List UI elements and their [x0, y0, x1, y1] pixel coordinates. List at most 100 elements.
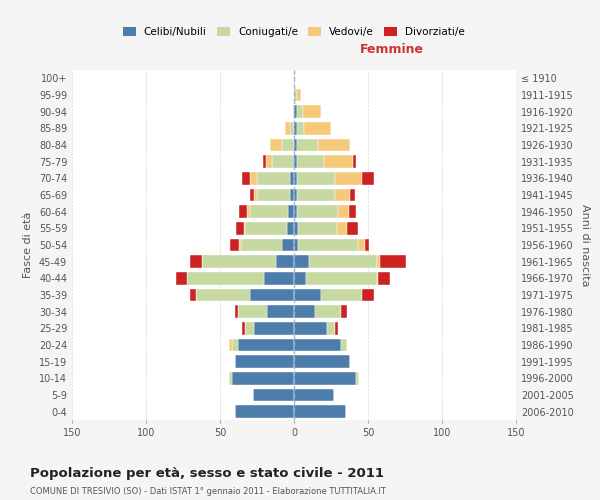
Bar [245, 322, 254, 334]
Bar [294, 72, 295, 85]
Bar [341, 339, 347, 351]
Bar [323, 156, 353, 168]
Bar [297, 206, 338, 218]
Bar [294, 289, 320, 301]
Bar [229, 339, 232, 351]
Bar [309, 256, 377, 268]
Bar [196, 289, 250, 301]
Bar [241, 239, 282, 251]
Bar [294, 156, 297, 168]
Bar [303, 106, 320, 118]
Bar [202, 256, 276, 268]
Bar [356, 372, 359, 384]
Bar [285, 122, 290, 134]
Bar [294, 372, 356, 384]
Bar [190, 289, 196, 301]
Bar [297, 122, 304, 134]
Bar [338, 206, 349, 218]
Bar [294, 306, 315, 318]
Text: Popolazione per età, sesso e stato civile - 2011: Popolazione per età, sesso e stato civil… [30, 468, 384, 480]
Bar [239, 206, 247, 218]
Bar [335, 172, 362, 184]
Bar [176, 272, 187, 284]
Bar [294, 406, 346, 418]
Bar [347, 222, 358, 234]
Bar [242, 172, 250, 184]
Bar [263, 156, 266, 168]
Bar [250, 206, 288, 218]
Bar [294, 389, 334, 401]
Bar [379, 272, 390, 284]
Bar [266, 156, 272, 168]
Bar [268, 306, 294, 318]
Bar [298, 239, 358, 251]
Bar [317, 138, 350, 151]
Bar [290, 188, 294, 201]
Bar [377, 256, 380, 268]
Bar [335, 322, 338, 334]
Bar [335, 188, 350, 201]
Bar [297, 89, 301, 101]
Bar [353, 156, 356, 168]
Bar [362, 289, 374, 301]
Bar [254, 188, 257, 201]
Bar [282, 138, 294, 151]
Bar [187, 272, 265, 284]
Legend: Celibi/Nubili, Coniugati/e, Vedovi/e, Divorziati/e: Celibi/Nubili, Coniugati/e, Vedovi/e, Di… [119, 22, 469, 42]
Bar [250, 172, 257, 184]
Bar [288, 206, 294, 218]
Bar [235, 356, 294, 368]
Bar [294, 322, 326, 334]
Bar [232, 339, 238, 351]
Bar [229, 372, 232, 384]
Bar [294, 239, 298, 251]
Bar [326, 322, 335, 334]
Bar [315, 306, 341, 318]
Bar [294, 138, 297, 151]
Bar [287, 222, 294, 234]
Bar [294, 106, 297, 118]
Bar [304, 122, 331, 134]
Bar [349, 206, 356, 218]
Bar [341, 306, 347, 318]
Bar [377, 272, 379, 284]
Bar [232, 372, 294, 384]
Bar [253, 389, 294, 401]
Bar [297, 138, 317, 151]
Bar [235, 306, 238, 318]
Bar [293, 106, 294, 118]
Bar [294, 172, 297, 184]
Text: Femmine: Femmine [359, 43, 424, 56]
Bar [294, 188, 297, 201]
Bar [245, 222, 287, 234]
Bar [294, 256, 309, 268]
Bar [306, 272, 377, 284]
Bar [297, 106, 303, 118]
Bar [294, 206, 297, 218]
Bar [238, 306, 268, 318]
Bar [294, 356, 350, 368]
Bar [276, 256, 294, 268]
Bar [290, 122, 294, 134]
Bar [235, 406, 294, 418]
Y-axis label: Anni di nascita: Anni di nascita [580, 204, 590, 286]
Bar [230, 239, 239, 251]
Bar [257, 188, 290, 201]
Bar [362, 172, 374, 184]
Bar [294, 89, 297, 101]
Bar [239, 239, 241, 251]
Bar [294, 122, 297, 134]
Bar [380, 256, 406, 268]
Bar [238, 339, 294, 351]
Bar [247, 206, 250, 218]
Bar [293, 156, 294, 168]
Bar [320, 289, 362, 301]
Bar [282, 239, 294, 251]
Bar [250, 188, 254, 201]
Bar [236, 222, 244, 234]
Bar [358, 239, 365, 251]
Bar [297, 172, 335, 184]
Bar [297, 156, 323, 168]
Bar [294, 222, 298, 234]
Bar [272, 156, 293, 168]
